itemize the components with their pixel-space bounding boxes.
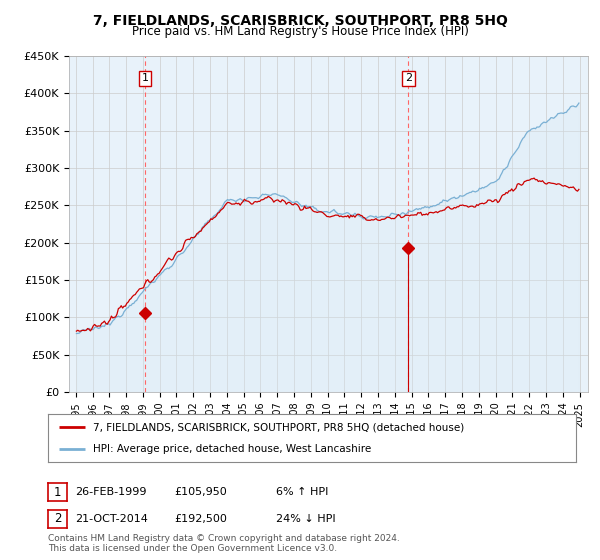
Text: 7, FIELDLANDS, SCARISBRICK, SOUTHPORT, PR8 5HQ (detached house): 7, FIELDLANDS, SCARISBRICK, SOUTHPORT, P… [93, 422, 464, 432]
Text: 2: 2 [405, 73, 412, 83]
Text: 2: 2 [54, 512, 61, 525]
Text: HPI: Average price, detached house, West Lancashire: HPI: Average price, detached house, West… [93, 444, 371, 454]
Text: 24% ↓ HPI: 24% ↓ HPI [276, 514, 335, 524]
Text: Contains HM Land Registry data © Crown copyright and database right 2024.
This d: Contains HM Land Registry data © Crown c… [48, 534, 400, 553]
Text: 1: 1 [142, 73, 148, 83]
Text: £105,950: £105,950 [174, 487, 227, 497]
Text: 1: 1 [54, 486, 61, 499]
Text: £192,500: £192,500 [174, 514, 227, 524]
Text: 6% ↑ HPI: 6% ↑ HPI [276, 487, 328, 497]
Text: Price paid vs. HM Land Registry's House Price Index (HPI): Price paid vs. HM Land Registry's House … [131, 25, 469, 38]
Text: 21-OCT-2014: 21-OCT-2014 [75, 514, 148, 524]
Text: 26-FEB-1999: 26-FEB-1999 [75, 487, 146, 497]
Text: 7, FIELDLANDS, SCARISBRICK, SOUTHPORT, PR8 5HQ: 7, FIELDLANDS, SCARISBRICK, SOUTHPORT, P… [92, 14, 508, 28]
